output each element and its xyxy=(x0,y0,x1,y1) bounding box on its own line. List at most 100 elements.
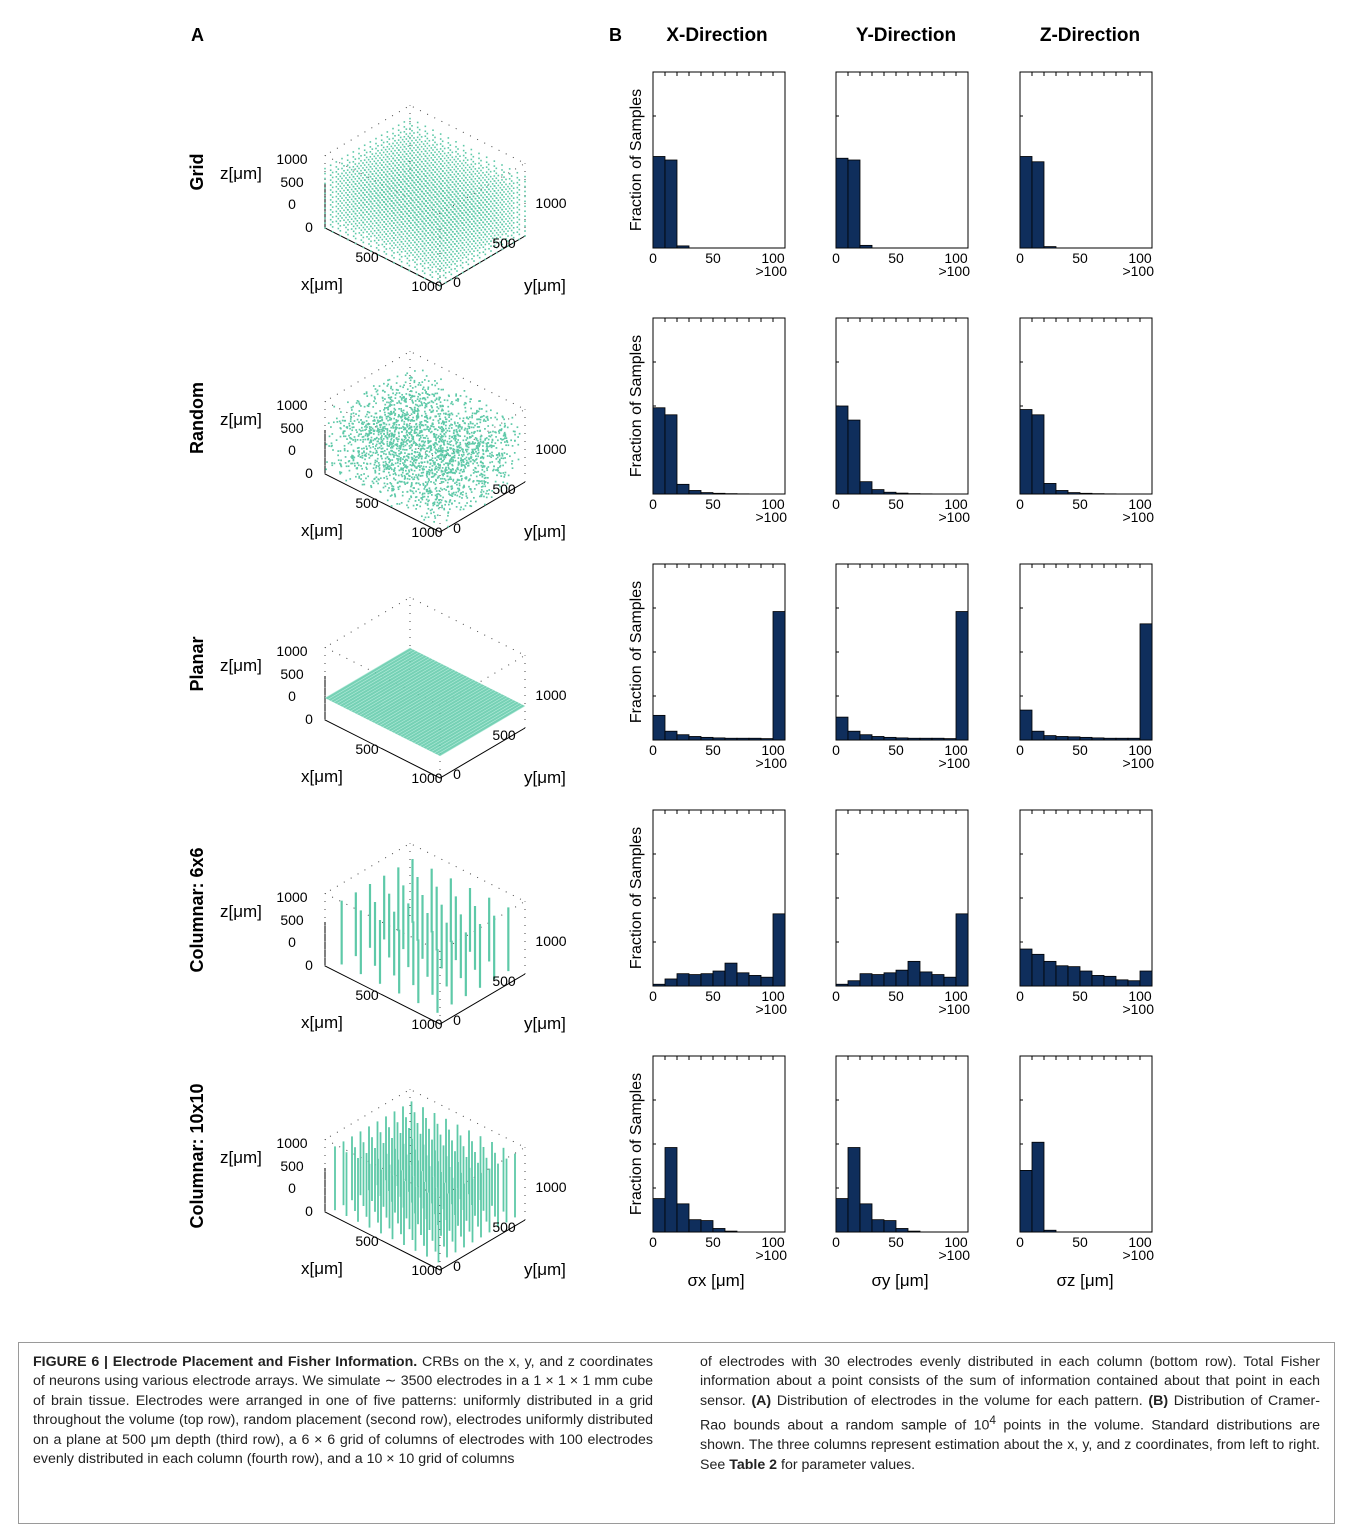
electrode-dot xyxy=(446,234,449,237)
electrode-dot xyxy=(406,491,409,493)
electrode-dot xyxy=(496,456,499,459)
electrode-dot xyxy=(434,196,437,198)
electrode-dot xyxy=(332,449,334,451)
electrode-dot xyxy=(459,160,461,162)
electrode-dot xyxy=(377,159,379,162)
electrode-dot xyxy=(421,230,424,233)
electrode-dot xyxy=(434,206,437,208)
electrode-dot xyxy=(394,397,397,399)
electrode-dot xyxy=(440,232,443,235)
electrode-dot xyxy=(400,241,403,243)
electrode-dot xyxy=(455,141,457,143)
electrode-dot xyxy=(403,423,406,425)
electrode-dot xyxy=(427,266,430,269)
electrode-dot xyxy=(357,414,360,417)
electrode-dot xyxy=(392,137,394,140)
electrode-dot xyxy=(429,204,431,207)
electrode-dot xyxy=(370,250,372,252)
electrode-dot xyxy=(441,421,444,423)
electrode-dot xyxy=(412,416,414,419)
electrode-dot xyxy=(429,219,432,222)
electrode-dot xyxy=(373,175,376,177)
electrode-dot xyxy=(388,143,391,145)
electrode-dot xyxy=(431,201,433,204)
electrode-dot xyxy=(423,488,426,490)
electrode-dot xyxy=(448,437,451,440)
electrode-dot xyxy=(497,199,500,202)
electrode-dot xyxy=(385,253,388,255)
electrode-dot xyxy=(370,245,372,248)
electrode-dot xyxy=(432,419,435,421)
electrode-dot xyxy=(428,466,431,469)
electrode-dot xyxy=(493,445,495,447)
electrode-dot xyxy=(402,386,404,389)
electrode-dot xyxy=(461,237,464,239)
electrode-dot xyxy=(456,441,459,444)
electrode-dot xyxy=(358,428,361,431)
electrode-dot xyxy=(366,206,368,208)
electrode-dot xyxy=(440,222,443,225)
electrode-dot xyxy=(433,253,435,256)
electrode-dot xyxy=(324,187,326,190)
electrode-dot xyxy=(431,197,433,199)
electrode-dot xyxy=(455,481,458,483)
electrode-dot xyxy=(471,208,473,211)
electrode-dot xyxy=(421,265,424,267)
electrode-dot xyxy=(356,210,359,212)
electrode-dot xyxy=(394,179,397,182)
electrode-dot xyxy=(486,469,489,472)
x-tick: 500 xyxy=(355,249,379,265)
electrode-dot xyxy=(472,175,475,178)
electrode-dot xyxy=(418,143,421,146)
electrode-dot xyxy=(402,198,405,201)
electrode-dot xyxy=(501,243,504,246)
electrode-dot xyxy=(452,201,454,203)
electrode-dot xyxy=(518,228,521,231)
electrode-dot xyxy=(462,486,465,489)
electrode-dot xyxy=(380,450,383,453)
electrode-dot xyxy=(381,457,383,460)
electrode-dot xyxy=(472,426,475,429)
electrode-dot xyxy=(436,158,438,161)
electrode-dot xyxy=(423,223,426,225)
electrode-dot xyxy=(331,191,334,194)
electrode-dot xyxy=(450,427,453,429)
electrode-dot xyxy=(432,194,435,196)
electrode-dot xyxy=(437,243,439,245)
electrode-dot xyxy=(403,160,406,163)
electrode-dot xyxy=(432,174,435,176)
electrode-dot xyxy=(472,469,475,471)
electrode-dot xyxy=(404,220,407,223)
electrode-dot xyxy=(449,494,452,496)
x-tick-label: 100 xyxy=(761,250,785,266)
electrode-dot xyxy=(423,168,425,170)
electrode-dot xyxy=(440,470,443,473)
electrode-dot xyxy=(411,139,413,142)
electrode-dot xyxy=(396,157,398,159)
electrode-dot xyxy=(371,227,374,230)
electrode-dot xyxy=(442,210,445,212)
electrode-dot xyxy=(383,452,385,455)
electrode-dot xyxy=(442,441,445,443)
electrode-dot xyxy=(474,247,477,250)
electrode-dot xyxy=(524,175,526,178)
electrode-dot xyxy=(391,230,393,232)
electrode-dot xyxy=(448,261,451,264)
electrode-dot xyxy=(434,166,437,169)
electrode-dot xyxy=(421,165,423,168)
electrode-dot xyxy=(436,456,439,458)
electrode-dot xyxy=(345,221,347,224)
electrode-dot xyxy=(424,389,426,392)
electrode-dot xyxy=(405,133,408,135)
electrode-dot xyxy=(446,481,449,484)
electrode-dot xyxy=(367,416,370,419)
electrode-dot xyxy=(350,413,353,415)
electrode-dot xyxy=(512,197,515,199)
electrode-dot xyxy=(458,472,461,474)
electrode-dot xyxy=(439,275,441,277)
electrode-dot xyxy=(394,154,396,157)
electrode-dot xyxy=(373,420,376,422)
electrode-dot xyxy=(451,151,454,154)
electrode-dot xyxy=(365,391,368,394)
electrode-dot xyxy=(394,412,397,415)
